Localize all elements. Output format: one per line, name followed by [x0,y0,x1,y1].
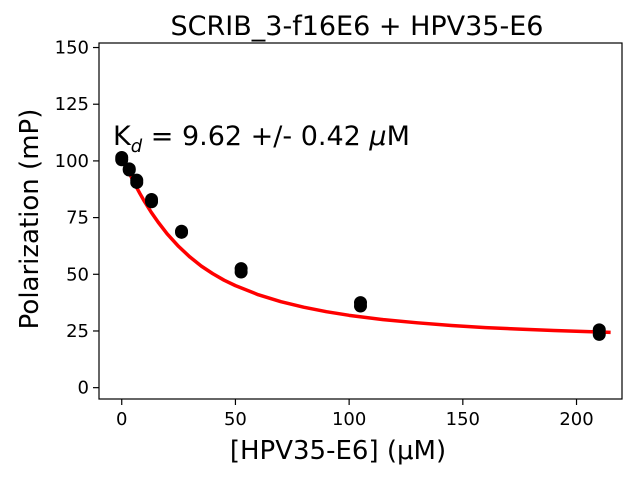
data-point [122,163,136,177]
x-axis-label: [HPV35-E6] (μM) [230,436,446,466]
data-point [145,195,159,209]
x-tick-label: 50 [224,409,247,430]
data-point [175,225,189,239]
data-point [592,327,606,341]
kd-mu: μ [368,121,386,152]
y-tick-label: 25 [66,321,89,342]
kd-subscript: d [131,136,143,157]
y-tick-label: 50 [66,264,89,285]
data-point [354,299,367,313]
y-tick-label: 125 [55,94,89,115]
kd-prefix: K [113,121,132,152]
x-tick-label: 200 [559,409,593,430]
data-point [115,153,129,167]
x-tick-label: 0 [116,409,127,430]
kd-annotation: Kd = 9.62 +/- 0.42 μM [113,121,410,157]
x-tick-label: 150 [446,409,480,430]
fit-curve [120,155,611,335]
chart-title: SCRIB_3-f16E6 + HPV35-E6 [171,11,544,42]
y-tick-label: 100 [55,151,89,172]
x-tick-label: 100 [332,409,366,430]
data-point [130,175,144,189]
kd-value: = 9.62 +/- 0.42 [142,121,369,152]
y-tick-label: 75 [66,208,89,229]
y-tick-label: 0 [78,378,89,399]
data-point [234,265,248,279]
plot-frame [98,42,623,400]
y-tick-label: 150 [55,38,89,59]
kd-unit: M [387,121,410,152]
plot-area: 0 50 100 150 200 0 25 50 75 100 125 150 [55,38,623,430]
y-axis-label: Polarization (mP) [15,109,45,330]
